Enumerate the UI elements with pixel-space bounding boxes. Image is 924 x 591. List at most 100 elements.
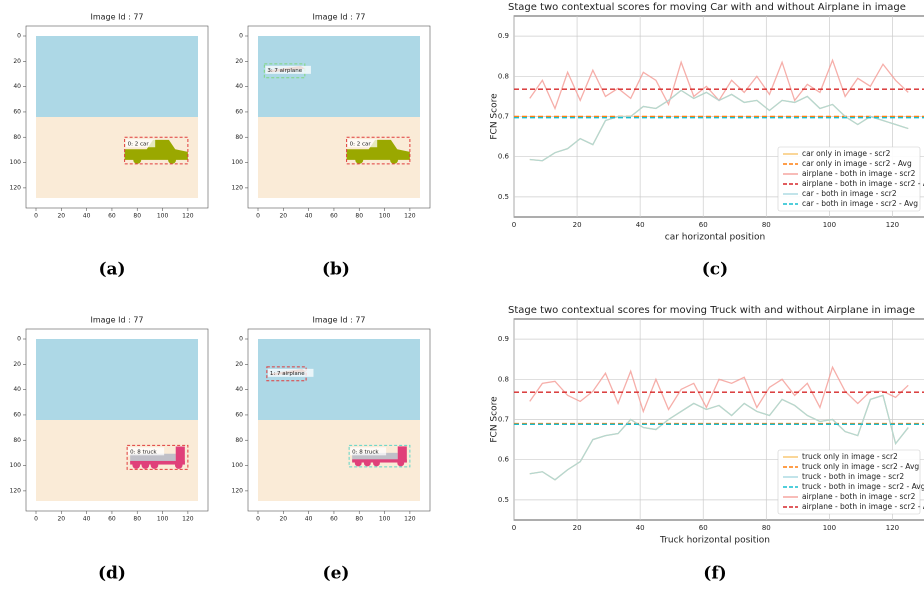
y-tick-label: 0: [239, 33, 243, 40]
wheel: [150, 461, 159, 469]
box-label: 0: 2 car: [350, 141, 372, 147]
wheel: [390, 155, 399, 164]
truck-cab: [397, 446, 407, 463]
box-label: 1: 7 airplane: [270, 371, 305, 377]
image-title: Image Id : 77: [91, 13, 144, 22]
wheel: [354, 459, 362, 467]
x-tick-label: 100: [379, 516, 391, 523]
x-tick-label: 0: [34, 516, 38, 523]
y-tick-label: 20: [13, 58, 21, 65]
legend-label: airplane - both in image - scr2 - Avg: [802, 502, 924, 511]
x-tick-label: 120: [182, 213, 194, 220]
box-label-bg: [265, 65, 311, 74]
x-tick-label: 20: [57, 213, 65, 220]
x-tick-label: 80: [762, 524, 771, 532]
box-label-bg: [128, 447, 165, 456]
x-tick-label: 40: [636, 221, 645, 229]
x-axis-label: Truck horizontal position: [659, 536, 770, 546]
wheel: [397, 459, 405, 467]
chart-title: Stage two contextual scores for moving T…: [508, 305, 915, 316]
y-tick-label: 80: [235, 134, 243, 141]
bounding-box: [346, 136, 411, 165]
truck-cab: [175, 446, 185, 465]
y-tick-label: 60: [13, 411, 21, 418]
x-tick-label: 40: [305, 516, 313, 523]
caption: (e): [323, 564, 350, 584]
legend-label: truck - both in image - scr2 - Avg: [802, 482, 924, 491]
y-tick-label: 0: [239, 336, 243, 343]
legend-label: car only in image - scr2: [802, 149, 891, 158]
truck-cargo: [352, 452, 398, 462]
wheel: [363, 459, 371, 467]
sky: [36, 36, 198, 117]
x-tick-label: 20: [573, 221, 582, 229]
box-label: 0: 8 truck: [130, 449, 157, 455]
image-title: Image Id : 77: [313, 13, 366, 22]
wheel: [132, 461, 141, 469]
y-tick-label: 0.6: [498, 153, 510, 161]
x-tick-label: 20: [279, 213, 287, 220]
image-title: Image Id : 77: [313, 316, 366, 325]
truck-base: [352, 459, 407, 463]
x-tick-label: 40: [83, 516, 91, 523]
wheel: [355, 155, 364, 164]
wheel: [133, 155, 142, 164]
legend-box: [777, 146, 921, 212]
legend-label: car - both in image - scr2 - Avg: [802, 199, 918, 208]
y-tick-label: 60: [235, 411, 243, 418]
caption: (c): [702, 260, 728, 280]
x-tick-label: 60: [699, 524, 708, 532]
y-tick-label: 80: [235, 437, 243, 444]
legend-label: truck only in image - scr2: [802, 452, 898, 461]
truck-cargo: [130, 453, 176, 464]
legend-label: truck - both in image - scr2: [802, 472, 904, 481]
x-tick-label: 20: [279, 516, 287, 523]
x-tick-label: 120: [404, 213, 416, 220]
y-tick-label: 0.5: [498, 193, 509, 201]
x-tick-label: 20: [57, 516, 65, 523]
y-tick-label: 0.6: [498, 456, 510, 464]
y-tick-label: 120: [10, 487, 22, 494]
x-tick-label: 0: [512, 221, 516, 229]
x-tick-label: 100: [157, 213, 169, 220]
box-label-bg: [125, 139, 156, 148]
y-tick-label: 0.7: [498, 416, 509, 424]
y-tick-label: 20: [235, 361, 243, 368]
x-tick-label: 100: [823, 221, 836, 229]
wheel: [141, 461, 150, 469]
y-tick-label: 100: [232, 159, 244, 166]
y-tick-label: 0.7: [498, 113, 509, 121]
series-line: [529, 394, 909, 481]
caption: (b): [322, 260, 350, 280]
wheel: [168, 155, 177, 164]
y-tick-label: 120: [10, 184, 22, 191]
x-tick-label: 20: [573, 524, 582, 532]
wheel: [174, 461, 183, 469]
car: [346, 139, 410, 160]
legend-label: airplane - both in image - scr2: [802, 492, 916, 501]
bounding-box: [124, 136, 189, 165]
x-tick-label: 60: [330, 213, 338, 220]
y-tick-label: 60: [13, 108, 21, 115]
x-tick-label: 120: [182, 516, 194, 523]
caption: (a): [98, 260, 125, 280]
y-tick-label: 40: [13, 386, 21, 393]
y-axis-label: FCN Score: [490, 93, 500, 140]
y-tick-label: 0.5: [498, 496, 509, 504]
y-tick-label: 100: [10, 159, 22, 166]
x-tick-label: 40: [636, 524, 645, 532]
bounding-box: [348, 444, 411, 468]
x-tick-label: 0: [512, 524, 516, 532]
box-label-bg: [267, 368, 314, 377]
x-tick-label: 80: [355, 516, 363, 523]
x-tick-label: 120: [886, 524, 899, 532]
x-tick-label: 60: [699, 221, 708, 229]
box-label: 0: 8 truck: [352, 449, 379, 455]
x-tick-label: 80: [133, 213, 141, 220]
y-tick-label: 120: [232, 184, 244, 191]
legend-label: airplane - both in image - scr2 - Avg: [802, 179, 924, 188]
x-tick-label: 60: [330, 516, 338, 523]
y-tick-label: 0.9: [498, 335, 509, 343]
x-tick-label: 100: [823, 524, 836, 532]
x-tick-label: 60: [108, 213, 116, 220]
